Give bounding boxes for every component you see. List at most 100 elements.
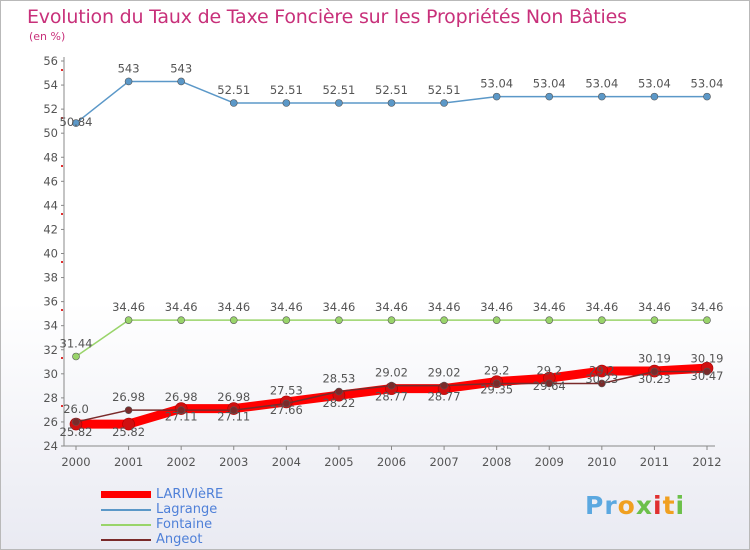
data-label: 30.23: [638, 372, 671, 386]
data-label: 34.46: [375, 300, 408, 314]
x-tick-label: 2004: [272, 455, 301, 469]
data-label: 31.44: [60, 336, 93, 350]
legend-item-larivière: LARIVIèRE: [101, 487, 223, 502]
data-point-lagrange: [440, 99, 448, 107]
data-point-lagrange: [387, 99, 396, 107]
data-label: 53.04: [480, 77, 513, 91]
data-point-lagrange: [545, 92, 554, 101]
data-point-angeot: [229, 406, 238, 414]
data-point-angeot: [650, 367, 659, 376]
data-label: 543: [170, 61, 192, 75]
x-tick-label: 2002: [167, 455, 196, 469]
x-tick-label: 2000: [61, 455, 90, 469]
x-tick-label: 2011: [640, 455, 669, 469]
data-label: 26.98: [217, 390, 250, 404]
data-point-lagrange: [650, 92, 659, 101]
data-label: 25.82: [60, 425, 93, 439]
data-label: 53.04: [691, 77, 724, 91]
data-label: 30.23: [585, 372, 618, 386]
data-label: 26.0: [63, 402, 89, 416]
data-label: 53.04: [585, 77, 618, 91]
data-point-lagrange: [598, 92, 606, 101]
data-label: 28.53: [322, 371, 355, 385]
data-point-lagrange: [124, 77, 133, 86]
data-label: 27.66: [270, 403, 303, 417]
data-label: 28.77: [375, 390, 408, 404]
chart-legend: LARIVIèRE Lagrange Fontaine Angeot: [101, 487, 223, 547]
data-point-fontaine: [598, 316, 606, 324]
y-tick-label: 42: [43, 222, 58, 236]
data-label: 52.51: [428, 83, 461, 97]
data-label: 52.51: [322, 83, 355, 97]
x-tick-label: 2007: [429, 455, 458, 469]
data-point-fontaine: [545, 316, 554, 324]
legend-item-angeot: Angeot: [101, 532, 223, 547]
legend-item-fontaine: Fontaine: [101, 517, 223, 532]
y-tick-label: 28: [43, 391, 58, 405]
data-label: 27.11: [217, 410, 250, 424]
data-label: 52.51: [217, 83, 250, 97]
proxiti-logo: Proxiti: [585, 491, 685, 520]
data-label: 28.77: [428, 390, 461, 404]
legend-label: Angeot: [156, 532, 203, 547]
y-tick-label: 54: [43, 78, 58, 92]
y-tick-label: 26: [43, 415, 58, 429]
data-label: 53.04: [638, 77, 671, 91]
data-point-lagrange: [177, 77, 185, 86]
data-label: 25.82: [112, 425, 145, 439]
y-tick-label: 24: [43, 439, 58, 453]
logo-letter: P: [585, 491, 605, 520]
data-label: 29.64: [533, 379, 566, 393]
data-point-lagrange: [229, 99, 238, 107]
data-label: 26.98: [112, 390, 145, 404]
data-point-fontaine: [282, 316, 291, 324]
data-point-angeot: [703, 367, 711, 376]
data-label: 34.46: [691, 300, 724, 314]
data-label: 34.46: [638, 300, 671, 314]
data-point-lagrange: [492, 92, 501, 101]
y-tick-label: 36: [43, 295, 58, 309]
data-point-fontaine: [72, 352, 80, 361]
data-point-fontaine: [440, 316, 448, 324]
x-tick-label: 2009: [535, 455, 564, 469]
data-point-angeot: [72, 418, 80, 426]
data-label: 34.46: [165, 300, 198, 314]
legend-label: LARIVIèRE: [156, 487, 224, 502]
legend-swatch: [101, 508, 151, 511]
logo-letter: r: [604, 491, 618, 520]
data-label: 53.04: [533, 77, 566, 91]
logo-letter: i: [653, 491, 663, 520]
data-point-fontaine: [387, 316, 396, 324]
data-label: 30.47: [691, 369, 724, 383]
x-tick-label: 2010: [587, 455, 616, 469]
logo-letter: i: [675, 491, 686, 520]
data-point-lagrange: [282, 99, 291, 107]
y-tick-label: 46: [43, 174, 58, 188]
data-label: 29.35: [480, 383, 513, 397]
data-label: 34.46: [428, 300, 461, 314]
legend-swatch: [101, 523, 151, 526]
data-point-fontaine: [492, 316, 501, 324]
data-point-angeot: [598, 379, 606, 388]
data-point-angeot: [177, 406, 185, 414]
y-tick-label: 44: [43, 198, 58, 212]
legend-item-lagrange: Lagrange: [101, 502, 223, 517]
data-label: 34.46: [533, 300, 566, 314]
data-label: 29.02: [375, 366, 408, 380]
data-label: 50.84: [60, 115, 93, 129]
series-line-fontaine: [75, 319, 708, 358]
data-point-fontaine: [177, 316, 185, 324]
x-tick-label: 2001: [114, 455, 143, 469]
logo-letter: x: [635, 491, 653, 520]
data-point-fontaine: [703, 316, 711, 324]
data-point-angeot: [492, 379, 501, 388]
y-tick-label: 34: [43, 319, 58, 333]
data-label: 29.2: [484, 363, 510, 377]
data-point-angeot: [282, 399, 291, 408]
legend-swatch: [101, 538, 151, 541]
data-point-larivière: [595, 364, 609, 378]
legend-label: Lagrange: [156, 502, 218, 517]
x-tick-label: 2006: [377, 455, 406, 469]
data-label: 27.53: [270, 384, 303, 398]
